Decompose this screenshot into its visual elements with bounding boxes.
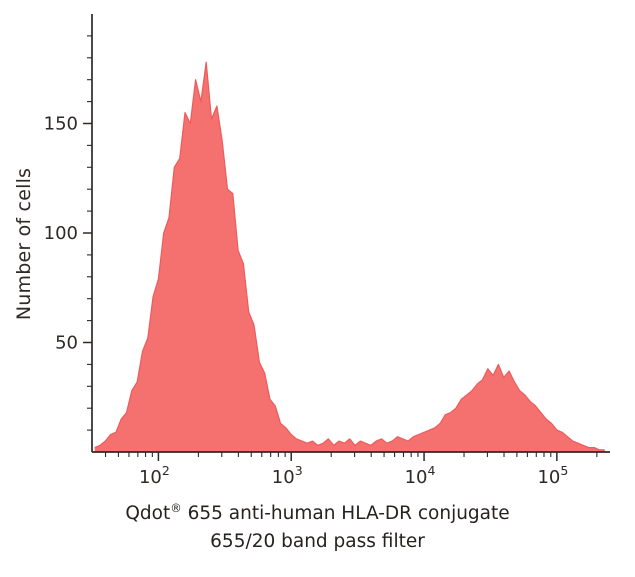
tick-marks — [83, 35, 598, 461]
caption-product-name: Qdot — [125, 503, 171, 525]
x-axis-caption: Qdot® 655 anti-human HLA-DR conjugate 65… — [0, 500, 635, 556]
histogram-series — [94, 61, 605, 452]
x-tick-label: 105 — [537, 463, 568, 488]
histogram-fill — [94, 62, 605, 452]
histogram-outline — [94, 61, 605, 451]
y-tick-label: 50 — [55, 333, 78, 354]
y-tick-label: 150 — [44, 114, 78, 135]
x-tick-label: 103 — [272, 463, 303, 488]
y-axis-label: Number of cells — [13, 167, 35, 321]
y-tick-label: 100 — [44, 223, 78, 244]
tick-labels: 102 103 104 105 50 100 150 — [44, 114, 569, 489]
x-tick-label: 102 — [139, 463, 170, 488]
caption-line-2: 655/20 band pass filter — [210, 530, 425, 552]
caption-line-1: Qdot® 655 anti-human HLA-DR conjugate — [0, 500, 635, 528]
caption-conjugate-text: 655 anti-human HLA-DR conjugate — [181, 503, 510, 525]
histogram-chart: 102 103 104 105 50 100 150 — [44, 14, 610, 489]
x-tick-label: 104 — [405, 463, 436, 488]
registered-trademark-symbol: ® — [170, 501, 182, 515]
